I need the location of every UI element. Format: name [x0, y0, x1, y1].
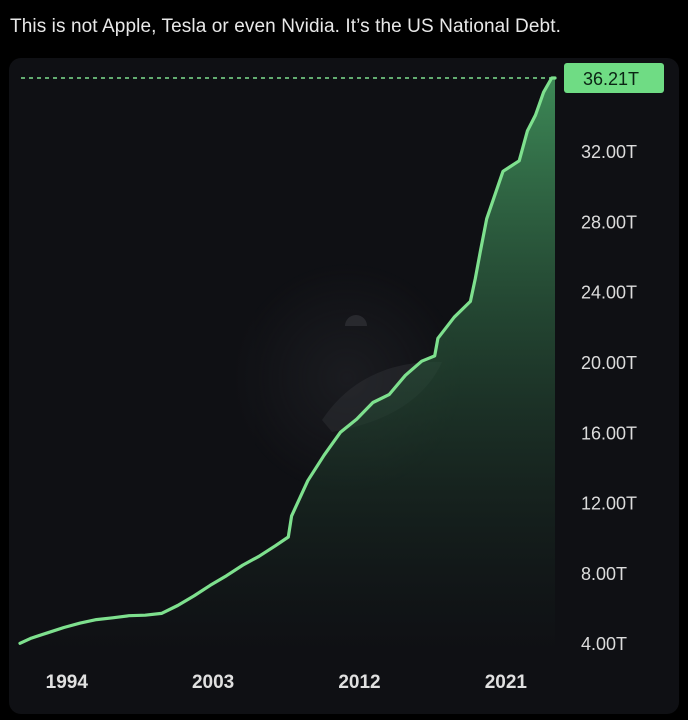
y-tick-label: 32.00T: [581, 142, 637, 162]
debt-series-line: [18, 76, 557, 645]
debt-area-fill: [20, 78, 555, 653]
x-tick-label: 1994: [46, 672, 89, 693]
x-tick-label: 2012: [338, 672, 380, 693]
last-value-badge: [564, 63, 664, 93]
y-tick-label: 8.00T: [581, 564, 627, 584]
last-value-label: 36.21T: [583, 69, 639, 89]
debt-chart: 4.00T 8.00T 12.00T 16.00T 20.00T 24.00T 28.00T…: [9, 58, 679, 714]
y-tick-label: 24.00T: [581, 283, 637, 303]
y-tick-label: 16.00T: [581, 423, 637, 443]
debt-chart-svg: 4.00T 8.00T 12.00T 16.00T 20.00T 24.00T 28.00T…: [18, 63, 664, 693]
y-tick-label: 4.00T: [581, 634, 627, 654]
post-caption: This is not Apple, Tesla or even Nvidia.…: [10, 16, 561, 37]
x-tick-label: 2021: [485, 672, 528, 693]
y-tick-label: 12.00T: [581, 494, 637, 514]
y-tick-label: 20.00T: [581, 353, 637, 373]
x-tick-label: 2003: [192, 672, 234, 693]
y-tick-label: 28.00T: [581, 212, 637, 232]
